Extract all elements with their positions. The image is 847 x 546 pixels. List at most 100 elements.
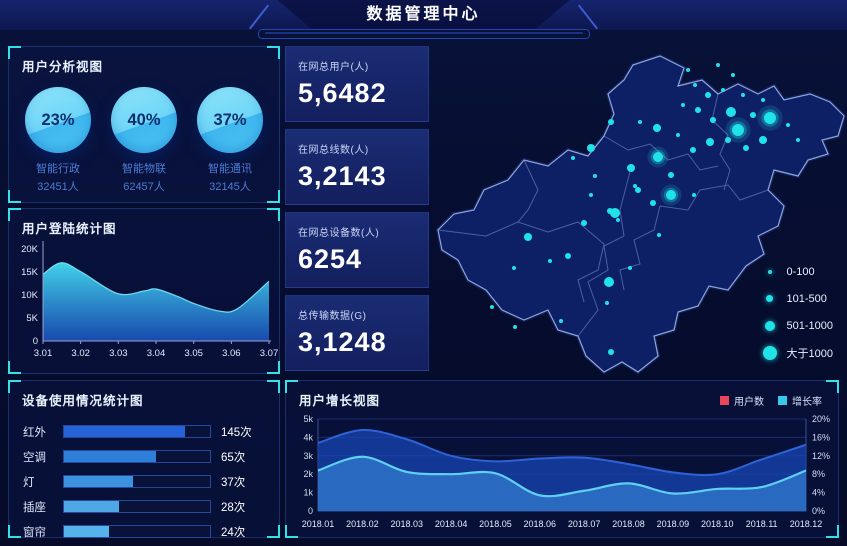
panel-title-user-growth: 用户增长视图 (299, 394, 381, 408)
header-underline (257, 29, 590, 39)
device-bar-track (63, 525, 211, 538)
map-legend-item[interactable]: 大于1000 (761, 339, 834, 366)
panel-user-growth: 用户增长视图 用户数 增长率 0 1k 2k 3k 4k 5k 0% 4% 8% 12% 16% 20… (285, 380, 839, 538)
map-legend-item[interactable]: 501-1000 (761, 312, 833, 339)
stat-card-total-devices: 在网总设备数(人) 6254 (285, 212, 429, 288)
corner-bracket (267, 208, 280, 221)
stat-label: 在网总设备数(人) (298, 228, 380, 239)
device-bar-track (63, 450, 211, 463)
panel-user-analysis: 用户分析视图 23% 智能行政 32451人 40% 智能物联 62457人 3… (8, 46, 280, 203)
device-bar-row: 灯 37次 (9, 469, 279, 494)
header-slash-right-icon (577, 4, 599, 30)
svg-text:2018.03: 2018.03 (390, 519, 423, 529)
legend-label: 0-100 (786, 265, 815, 278)
province-map[interactable]: 0-100 101-500 501-1000 大于1000 (428, 40, 847, 378)
device-bar-fill (64, 526, 110, 537)
corner-bracket (8, 525, 21, 538)
device-bar-label: 插座 (23, 501, 46, 514)
device-bar-value: 28次 (221, 501, 246, 514)
svg-text:3.07: 3.07 (260, 348, 279, 359)
svg-text:4k: 4k (303, 432, 313, 442)
map-scatter-dots (490, 63, 800, 355)
map-legend-item[interactable]: 0-100 (761, 258, 834, 285)
svg-text:2018.05: 2018.05 (479, 519, 512, 529)
device-bar-track (63, 500, 211, 513)
legend-dot-icon (766, 295, 773, 302)
gauge-row: 23% 智能行政 32451人 40% 智能物联 62457人 37% 智能通讯… (9, 87, 279, 194)
device-bar-value: 37次 (221, 476, 246, 489)
device-bar-fill (64, 476, 133, 487)
growth-legend: 用户数 增长率 (720, 393, 822, 408)
map-legend-item[interactable]: 101-500 (761, 285, 834, 312)
legend-dot-icon (767, 269, 772, 274)
svg-text:12%: 12% (812, 451, 830, 461)
device-bar-label: 灯 (23, 476, 35, 489)
panel-title-device-usage: 设备使用情况统计图 (22, 394, 144, 408)
panel-title-user-analysis: 用户分析视图 (22, 60, 104, 74)
device-bar-label: 红外 (23, 426, 46, 439)
gauge-count: 32451人 (37, 181, 79, 193)
corner-bracket (285, 380, 298, 393)
svg-text:5k: 5k (303, 414, 313, 424)
svg-text:2018.02: 2018.02 (346, 519, 379, 529)
header-title-plate: 数据管理中心 (277, 0, 570, 30)
svg-text:2018.06: 2018.06 (524, 519, 557, 529)
gauge-count: 62457人 (123, 181, 165, 193)
legend-dot-icon (762, 345, 777, 360)
svg-text:3.05: 3.05 (184, 348, 203, 359)
legend-label: 大于1000 (786, 347, 833, 360)
legend-dot-icon (764, 320, 775, 331)
svg-text:20%: 20% (812, 414, 830, 424)
device-bar-row: 红外 145次 (9, 419, 279, 444)
stat-label: 在网总用户(人) (298, 62, 369, 73)
svg-text:2018.04: 2018.04 (435, 519, 468, 529)
gauge-smart-iot: 40% 智能物联 62457人 (111, 87, 177, 194)
svg-text:2018.10: 2018.10 (701, 519, 734, 529)
stat-value: 5,6482 (298, 78, 387, 108)
corner-bracket (267, 361, 280, 374)
svg-text:2018.07: 2018.07 (568, 519, 601, 529)
device-bar-row: 插座 28次 (9, 494, 279, 519)
svg-text:2018.09: 2018.09 (657, 519, 690, 529)
svg-text:1k: 1k (303, 488, 313, 498)
svg-text:0: 0 (33, 336, 38, 347)
device-bar-row: 空调 65次 (9, 444, 279, 469)
header-bar: 数据管理中心 (0, 0, 847, 30)
gauge-circle: 40% (111, 87, 177, 153)
stat-card-total-data: 总传输数据(G) 3,1248 (285, 295, 429, 371)
svg-text:2018.08: 2018.08 (612, 519, 645, 529)
legend-square-icon (778, 396, 787, 405)
growth-legend-item-users[interactable]: 用户数 (720, 393, 764, 408)
panel-device-usage: 设备使用情况统计图 红外 145次 空调 65次 灯 37次 插座 28次 (8, 380, 280, 539)
legend-label: 用户数 (734, 397, 764, 408)
svg-text:2018.12: 2018.12 (790, 519, 823, 529)
device-bar-fill (64, 451, 156, 462)
device-bar-fill (64, 426, 186, 437)
gauge-smart-admin: 23% 智能行政 32451人 (25, 87, 91, 194)
corner-bracket (267, 525, 280, 538)
panel-login-stats: 用户登陆统计图 0 5K 10K 15K 20K 3.01 3.02 3.03 3.04 3.05… (8, 208, 280, 374)
gauge-percent: 23% (41, 110, 75, 129)
device-bar-track (63, 425, 211, 438)
svg-text:3.03: 3.03 (109, 348, 128, 359)
page-title: 数据管理中心 (366, 6, 481, 23)
device-bar-list: 红外 145次 空调 65次 灯 37次 插座 28次 窗帘 (9, 419, 279, 544)
svg-text:5K: 5K (26, 313, 38, 324)
corner-bracket (8, 208, 21, 221)
stat-label: 总传输数据(G) (298, 311, 367, 322)
stat-value: 3,2143 (298, 161, 387, 191)
svg-text:15K: 15K (21, 267, 39, 278)
growth-legend-item-growth-rate[interactable]: 增长率 (778, 393, 822, 408)
corner-bracket (267, 380, 280, 393)
svg-text:2018.01: 2018.01 (302, 519, 335, 529)
svg-text:3.02: 3.02 (71, 348, 90, 359)
stat-value: 3,1248 (298, 327, 387, 357)
gauge-smart-comm: 37% 智能通讯 32145人 (197, 87, 263, 194)
svg-text:16%: 16% (812, 432, 830, 442)
device-bar-fill (64, 501, 120, 512)
svg-text:0: 0 (308, 506, 313, 516)
svg-text:4%: 4% (812, 488, 825, 498)
device-bar-value: 65次 (221, 451, 246, 464)
svg-text:3k: 3k (303, 451, 313, 461)
